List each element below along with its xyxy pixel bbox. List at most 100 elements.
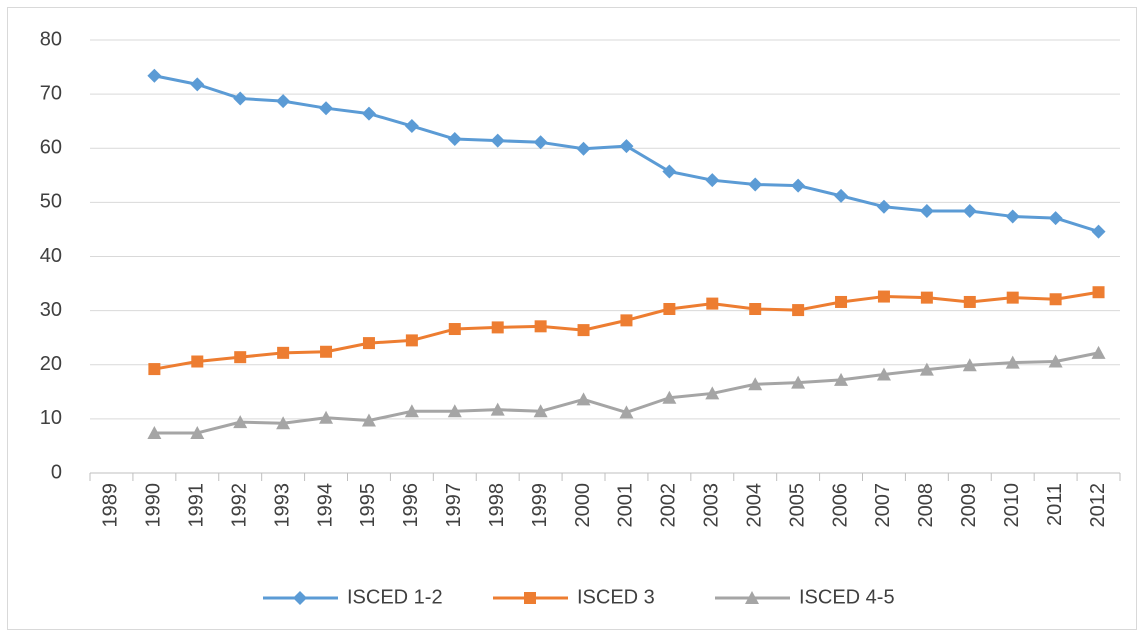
data-point	[834, 372, 849, 386]
data-point	[319, 410, 334, 424]
data-point	[749, 303, 762, 316]
data-point	[447, 404, 462, 418]
x-tick-label: 2011	[1044, 483, 1066, 526]
data-point	[962, 204, 977, 219]
x-tick-label: 1996	[400, 483, 422, 528]
x-tick-label: 2005	[786, 483, 808, 528]
data-point	[320, 345, 333, 358]
data-point	[233, 415, 248, 429]
data-point	[277, 346, 290, 359]
y-tick-label: 70	[40, 82, 62, 104]
data-point	[1091, 224, 1106, 239]
data-point	[1091, 345, 1106, 359]
legend-marker	[745, 591, 759, 604]
legend-label: ISCED 3	[577, 586, 655, 608]
data-point	[791, 178, 806, 193]
legend-marker	[524, 592, 536, 604]
y-tick-label: 40	[40, 245, 62, 267]
x-tick-label: 2009	[958, 483, 980, 528]
data-point	[705, 386, 720, 400]
data-point	[319, 101, 334, 116]
data-point	[920, 291, 933, 304]
data-point	[1005, 209, 1020, 224]
data-point	[233, 91, 248, 106]
y-tick-label: 10	[40, 407, 62, 429]
data-point	[748, 177, 763, 192]
data-point	[662, 164, 677, 179]
data-point	[919, 204, 934, 219]
chart-border	[7, 7, 1137, 630]
data-point	[534, 320, 547, 333]
x-tick-label: 1995	[357, 483, 379, 528]
y-tick-label: 50	[40, 191, 62, 213]
data-point	[1006, 291, 1019, 304]
y-tick-label: 60	[40, 137, 62, 159]
data-point	[490, 402, 505, 416]
data-point	[362, 337, 375, 350]
data-point	[876, 367, 891, 381]
x-tick-label: 2012	[1087, 483, 1109, 528]
y-tick-label: 30	[40, 299, 62, 321]
data-point	[191, 355, 204, 368]
data-point	[663, 303, 676, 316]
data-point	[706, 297, 719, 310]
data-point	[620, 314, 633, 327]
legend-label: ISCED 1-2	[347, 586, 443, 608]
y-tick-label: 80	[40, 28, 62, 50]
x-tick-label: 2002	[658, 483, 680, 528]
x-tick-label: 1989	[100, 483, 122, 528]
x-tick-label: 2004	[743, 483, 765, 528]
data-point	[834, 188, 849, 203]
x-tick-label: 2001	[615, 483, 637, 528]
data-point	[792, 304, 805, 317]
data-point	[1048, 211, 1063, 226]
data-point	[190, 425, 205, 439]
data-point	[1049, 293, 1062, 306]
data-point	[791, 375, 806, 389]
x-tick-label: 1990	[143, 483, 165, 528]
data-point	[533, 135, 548, 150]
y-tick-label: 0	[51, 461, 62, 483]
data-point	[276, 94, 291, 109]
data-point	[147, 425, 162, 439]
data-point	[1048, 354, 1063, 368]
data-point	[276, 416, 291, 430]
data-point	[234, 351, 247, 364]
x-tick-label: 1998	[486, 483, 508, 528]
x-tick-label: 1993	[271, 483, 293, 528]
y-tick-label: 20	[40, 353, 62, 375]
data-point	[447, 132, 462, 147]
x-tick-label: 1999	[529, 483, 551, 528]
data-point	[919, 362, 934, 376]
data-point	[576, 141, 591, 156]
legend-marker	[293, 591, 307, 605]
data-point	[1092, 286, 1105, 299]
data-point	[491, 321, 504, 334]
x-tick-label: 2000	[572, 483, 594, 528]
x-tick-label: 1994	[314, 483, 336, 528]
data-point	[1005, 355, 1020, 369]
data-point	[533, 404, 548, 418]
data-point	[835, 295, 848, 308]
data-point	[190, 77, 205, 92]
data-point	[448, 323, 461, 336]
x-tick-label: 2006	[829, 483, 851, 528]
x-tick-label: 1997	[443, 483, 465, 528]
data-point	[619, 139, 634, 154]
data-point	[748, 377, 763, 391]
data-point	[576, 392, 591, 406]
data-point	[147, 68, 162, 83]
data-point	[962, 358, 977, 372]
data-point	[490, 133, 505, 148]
legend-label: ISCED 4-5	[799, 586, 895, 608]
data-point	[577, 324, 590, 337]
x-tick-label: 2007	[872, 483, 894, 528]
data-point	[877, 290, 890, 303]
data-point	[404, 404, 419, 418]
data-point	[361, 106, 376, 121]
x-tick-label: 2003	[701, 483, 723, 528]
data-point	[405, 334, 418, 347]
x-tick-label: 2008	[915, 483, 937, 528]
data-point	[148, 363, 161, 376]
